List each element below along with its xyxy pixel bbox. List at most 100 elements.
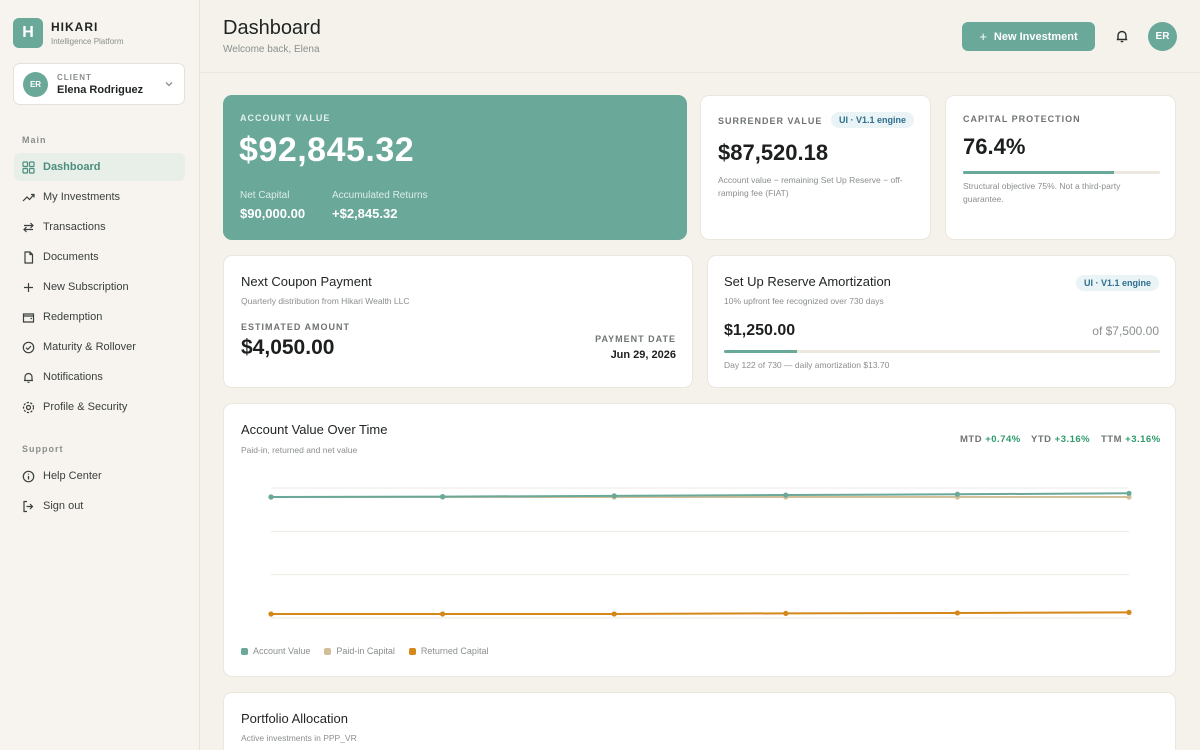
sidebar-item-maturity-rollover[interactable]: Maturity & Rollover [14,333,185,361]
payment-date: Jun 29, 2026 [610,349,676,361]
wallet-icon [22,311,35,324]
data-point[interactable] [611,493,617,499]
ytd-stat: YTD +3.16% [1031,434,1090,445]
legend-account-value[interactable]: Account Value [241,646,310,656]
account-value-card: ACCOUNT VALUE $92,845.32 Net Capital $90… [223,95,687,240]
sidebar-item-label: New Subscription [43,281,129,293]
sidebar-item-help-center[interactable]: Help Center [14,462,185,490]
notification-bell-icon[interactable] [1114,28,1130,44]
new-investment-button[interactable]: + New Investment [962,22,1095,51]
capital-protection-description: Structural objective 75%. Not a third-pa… [963,181,1121,204]
brand[interactable]: H HIKARI Intelligence Platform [13,18,123,48]
coupon-amount: $4,050.00 [241,336,335,359]
reserve-subtitle: 10% upfront fee recognized over 730 days [724,296,884,306]
plus-icon [22,281,35,294]
ttm-value: +3.16% [1125,434,1161,445]
client-label: CLIENT [57,72,92,82]
plus-icon: + [979,29,987,44]
sidebar-item-documents[interactable]: Documents [14,243,185,271]
check-circle-icon [22,341,35,354]
sidebar-item-label: Dashboard [43,161,101,173]
sidebar-item-redemption[interactable]: Redemption [14,303,185,331]
coupon-title: Next Coupon Payment [241,274,372,289]
client-selector[interactable]: ER CLIENT Elena Rodriguez [13,63,185,105]
accumulated-returns-value: +$2,845.32 [332,206,398,221]
chart-title: Account Value Over Time [241,422,388,437]
capital-protection-fill [963,171,1114,174]
data-point[interactable] [268,611,274,617]
reserve-total: of $7,500.00 [1092,324,1159,338]
data-point[interactable] [954,610,961,616]
data-point[interactable] [954,491,961,497]
top-header: Dashboard Welcome back, Elena + New Inve… [200,0,1200,73]
reserve-amount: $1,250.00 [724,322,796,339]
gear-icon [22,401,35,414]
engine-badge: UI · V1.1 engine [1075,275,1159,291]
account-value: $92,845.32 [239,131,415,169]
user-avatar[interactable]: ER [1148,22,1177,51]
sidebar-item-label: Profile & Security [43,401,128,413]
nav-section-main: Main [22,135,47,145]
trend-up-icon [22,191,35,204]
legend-label: Returned Capital [420,646,489,656]
sidebar-item-dashboard[interactable]: Dashboard [14,153,185,181]
sidebar-item-my-investments[interactable]: My Investments [14,183,185,211]
ytd-value: +3.16% [1054,434,1091,445]
sidebar-item-label: Documents [43,251,99,263]
series-line-returned-capital[interactable] [271,611,1130,615]
accumulated-returns-label: Accumulated Returns [332,190,428,201]
data-point[interactable] [783,492,789,498]
data-point[interactable] [611,611,617,617]
engine-badge: UI · V1.1 engine [831,112,915,128]
legend-label: Paid-in Capital [336,646,395,656]
surrender-value: $87,520.18 [718,140,829,165]
reserve-title: Set Up Reserve Amortization [724,274,891,289]
bell-icon [22,371,35,384]
setup-reserve-card: Set Up Reserve Amortization 10% upfront … [707,255,1176,388]
page-subtitle: Welcome back, Elena [223,44,320,55]
sidebar-item-label: Maturity & Rollover [43,341,136,353]
data-point[interactable] [1126,490,1132,496]
estimated-amount-label: ESTIMATED AMOUNT [241,322,350,332]
net-capital-label: Net Capital [240,190,290,201]
data-point[interactable] [1126,494,1132,500]
data-point[interactable] [1126,609,1132,615]
legend-paid-in-capital[interactable]: Paid-in Capital [324,646,395,656]
legend-label: Account Value [253,646,311,656]
capital-protection-value: 76.4% [963,134,1026,159]
next-coupon-card: Next Coupon Payment Quarterly distributi… [223,255,693,388]
series-line-account-value[interactable] [270,492,1130,498]
sidebar-item-new-subscription[interactable]: New Subscription [14,273,185,301]
mtd-value: +0.74% [985,434,1021,445]
sidebar: H HIKARI Intelligence Platform ER CLIENT… [0,0,200,750]
data-point[interactable] [440,494,446,500]
account-value-label: ACCOUNT VALUE [240,113,331,123]
sidebar-item-profile-security[interactable]: Profile & Security [14,393,185,421]
document-icon [22,250,35,264]
swap-icon [22,221,35,234]
sidebar-item-label: Notifications [43,371,103,383]
data-point[interactable] [783,610,789,616]
reserve-progress-fill [724,350,797,353]
sidebar-item-label: Transactions [43,221,106,233]
coupon-subtitle: Quarterly distribution from Hikari Wealt… [241,296,410,306]
capital-protection-bar [963,171,1160,174]
legend-returned-capital[interactable]: Returned Capital [408,646,489,656]
account-value-chart[interactable] [224,464,1177,634]
legend-swatch [324,647,332,655]
sidebar-item-label: Redemption [43,311,103,323]
sidebar-item-transactions[interactable]: Transactions [14,213,185,241]
data-point[interactable] [268,494,274,500]
sidebar-item-label: My Investments [43,191,121,203]
reserve-description: Day 122 of 730 — daily amortization $13.… [724,360,890,370]
capital-protection-label: CAPITAL PROTECTION [963,114,1081,124]
legend-swatch [408,647,416,655]
surrender-value-label: SURRENDER VALUE [718,116,823,126]
allocation-subtitle: Active investments in PPP_VR [241,733,357,743]
surrender-value-card: SURRENDER VALUE UI · V1.1 engine $87,520… [700,95,931,240]
data-point[interactable] [440,611,446,617]
sidebar-item-sign-out[interactable]: Sign out [14,492,185,520]
sign-out-icon [22,500,35,513]
sidebar-item-notifications[interactable]: Notifications [14,363,185,391]
ytd-label: YTD [1031,434,1052,445]
